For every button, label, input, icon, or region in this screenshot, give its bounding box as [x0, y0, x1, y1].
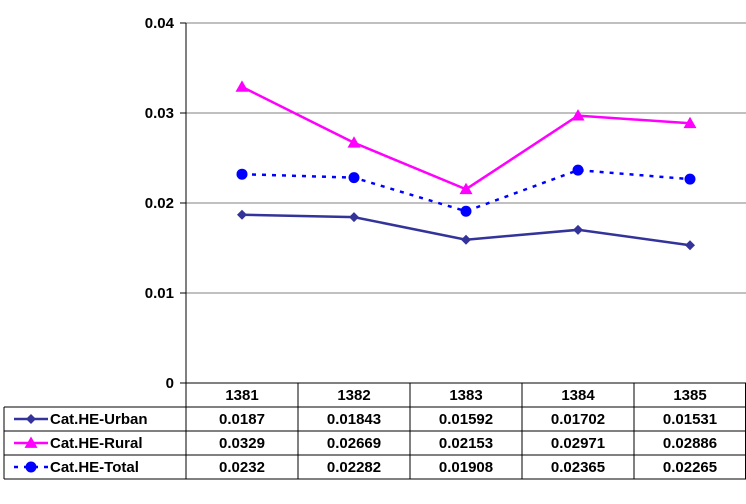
- legend-key-marker: [26, 414, 36, 424]
- x-category-label: 1383: [449, 387, 482, 404]
- data-table-cell: 0.02153: [439, 435, 493, 452]
- data-table-cell: 0.02971: [551, 435, 605, 452]
- y-tick-label: 0.03: [145, 105, 174, 122]
- data-point: [683, 116, 697, 129]
- data-table-cell: 0.01702: [551, 411, 605, 428]
- legend-label: Cat.HE-Rural: [50, 435, 143, 452]
- data-table-cell: 0.02365: [551, 459, 605, 476]
- data-table-cell: 0.02282: [327, 459, 381, 476]
- data-table-cell: 0.0329: [219, 435, 265, 452]
- data-table-cell: 0.01843: [327, 411, 381, 428]
- x-category-label: 1381: [225, 387, 258, 404]
- data-table-cell: 0.02265: [663, 459, 717, 476]
- data-table-cell: 0.01908: [439, 459, 493, 476]
- data-point: [571, 109, 585, 121]
- x-category-label: 1385: [673, 387, 706, 404]
- axes: 0 0.01 0.02 0.03 0.04: [145, 15, 187, 392]
- data-point: [237, 209, 247, 220]
- data-table-cell: 0.0187: [219, 411, 265, 428]
- data-point: [461, 234, 471, 245]
- data-point: [684, 173, 696, 185]
- x-category-label: 1384: [561, 387, 595, 404]
- data-table: 1381 1382 1383 1384 1385 Cat.HE-Urban 0.0187 0.…: [3, 382, 746, 480]
- data-point: [347, 136, 361, 148]
- data-point: [349, 212, 359, 223]
- legend-label: Cat.HE-Urban: [50, 411, 148, 428]
- grid-lines: [186, 22, 746, 294]
- data-table-cell: 0.0232: [219, 459, 265, 476]
- data-point: [236, 168, 248, 180]
- legend-key-marker: [25, 461, 37, 473]
- y-tick-label: 0.01: [145, 285, 174, 302]
- data-point: [348, 172, 360, 184]
- data-point: [572, 164, 584, 176]
- data-point: [460, 205, 472, 217]
- data-table-cell: 0.02886: [663, 435, 717, 452]
- data-point: [235, 80, 249, 92]
- series-lines: [235, 80, 697, 251]
- legend-key-marker: [24, 436, 38, 448]
- data-table-cell: 0.01531: [663, 411, 717, 428]
- y-tick-label: 0.02: [145, 195, 174, 212]
- data-point: [459, 182, 473, 195]
- y-tick-label: 0.04: [145, 15, 175, 32]
- data-table-cell: 0.01592: [439, 411, 493, 428]
- x-category-label: 1382: [337, 387, 370, 404]
- data-table-cell: 0.02669: [327, 435, 381, 452]
- data-point: [573, 224, 583, 235]
- y-tick-label: 0: [166, 375, 174, 392]
- data-point: [685, 240, 695, 251]
- legend-label: Cat.HE-Total: [50, 459, 139, 476]
